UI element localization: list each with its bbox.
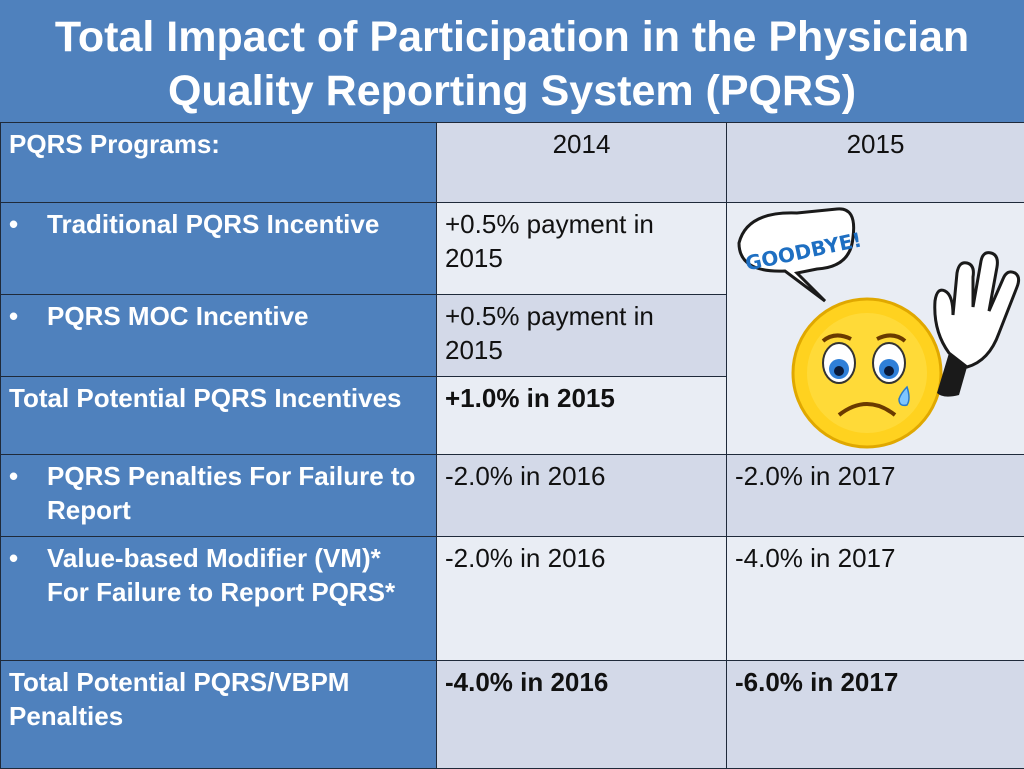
header-label: PQRS Programs: [1,123,437,203]
row-label-text: Traditional PQRS Incentive [47,207,428,241]
table-row: Total Potential PQRS/VBPM Penalties -4.0… [1,661,1024,769]
bullet-icon: • [9,207,47,241]
goodbye-crying-face-icon: GOODBYE! [727,203,1024,455]
row-label: •PQRS Penalties For Failure to Report [1,455,437,537]
cell-2014: -2.0% in 2016 [437,537,727,661]
bullet-icon: • [9,459,47,527]
bullet-icon: • [9,541,47,609]
goodbye-illustration: GOODBYE! [727,203,1024,455]
title-line-2: Quality Reporting System (PQRS) [0,64,1024,118]
row-label: Total Potential PQRS/VBPM Penalties [1,661,437,769]
row-label-text: PQRS Penalties For Failure to Report [47,459,428,527]
cell-2015: -6.0% in 2017 [727,661,1024,769]
bullet-icon: • [9,299,47,333]
row-label: •Value-based Modifier (VM)* For Failure … [1,537,437,661]
cell-2014: +0.5% payment in 2015 [437,203,727,295]
header-label-text: PQRS Programs: [9,129,220,159]
header-2014: 2014 [437,123,727,203]
slide-title: Total Impact of Participation in the Phy… [0,0,1024,122]
row-label: •Traditional PQRS Incentive [1,203,437,295]
row-label: Total Potential PQRS Incentives [1,377,437,455]
cell-2014: +0.5% payment in 2015 [437,295,727,377]
header-2015: 2015 [727,123,1024,203]
pqrs-table: PQRS Programs: 2014 2015 •Traditional PQ… [0,122,1024,769]
cell-2015: -4.0% in 2017 [727,537,1024,661]
table-row: •Value-based Modifier (VM)* For Failure … [1,537,1024,661]
table-row: •PQRS Penalties For Failure to Report -2… [1,455,1024,537]
table-header-row: PQRS Programs: 2014 2015 [1,123,1024,203]
row-label-text: Value-based Modifier (VM)* For Failure t… [47,541,428,609]
cell-2014: -4.0% in 2016 [437,661,727,769]
row-label: •PQRS MOC Incentive [1,295,437,377]
cell-2014: -2.0% in 2016 [437,455,727,537]
table-row: •Traditional PQRS Incentive +0.5% paymen… [1,203,1024,295]
cell-2014: +1.0% in 2015 [437,377,727,455]
title-line-1: Total Impact of Participation in the Phy… [0,10,1024,64]
cell-2015: -2.0% in 2017 [727,455,1024,537]
row-label-text: PQRS MOC Incentive [47,299,428,333]
